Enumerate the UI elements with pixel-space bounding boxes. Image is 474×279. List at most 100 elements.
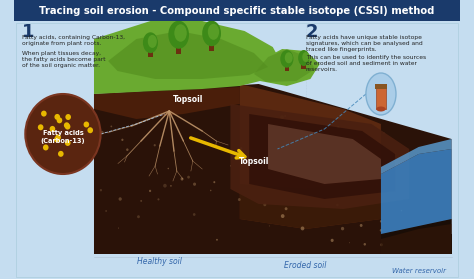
Text: Fatty acids
(Carbon-13): Fatty acids (Carbon-13)	[41, 131, 85, 143]
Polygon shape	[230, 104, 409, 209]
Text: Fatty acids have unique stable isotope
signatures, which can be analysed and
tra: Fatty acids have unique stable isotope s…	[306, 35, 422, 52]
Bar	[14, 0, 460, 21]
Circle shape	[395, 153, 396, 154]
Circle shape	[376, 183, 378, 186]
Circle shape	[345, 175, 347, 177]
Circle shape	[55, 114, 60, 120]
Circle shape	[336, 204, 338, 206]
Text: Topsoil: Topsoil	[173, 95, 203, 104]
Bar	[148, 49, 153, 57]
Polygon shape	[381, 219, 452, 254]
Circle shape	[193, 213, 196, 216]
Circle shape	[310, 133, 313, 136]
Circle shape	[401, 172, 403, 175]
Circle shape	[43, 145, 48, 150]
Ellipse shape	[168, 21, 189, 49]
Circle shape	[301, 227, 304, 230]
Circle shape	[110, 126, 112, 127]
Circle shape	[269, 225, 270, 227]
Circle shape	[283, 145, 287, 149]
Polygon shape	[94, 234, 452, 254]
Bar	[375, 84, 387, 89]
Circle shape	[140, 200, 142, 202]
Circle shape	[331, 239, 334, 242]
Circle shape	[83, 121, 89, 128]
Polygon shape	[381, 139, 452, 174]
Ellipse shape	[208, 24, 219, 40]
Circle shape	[154, 144, 156, 146]
Text: Topsoil: Topsoil	[239, 157, 269, 165]
Ellipse shape	[285, 52, 293, 63]
Circle shape	[380, 229, 382, 232]
Circle shape	[346, 148, 347, 149]
Bar	[376, 87, 386, 109]
Circle shape	[265, 162, 268, 166]
Circle shape	[295, 175, 297, 177]
Circle shape	[306, 183, 307, 184]
Circle shape	[187, 176, 190, 179]
Circle shape	[64, 122, 70, 128]
Ellipse shape	[202, 21, 221, 46]
Ellipse shape	[148, 35, 157, 48]
Circle shape	[284, 115, 286, 117]
Circle shape	[230, 165, 231, 167]
Circle shape	[65, 124, 71, 130]
Circle shape	[126, 148, 128, 151]
Polygon shape	[381, 149, 452, 234]
Polygon shape	[240, 179, 381, 229]
Text: Water reservoir: Water reservoir	[392, 268, 446, 274]
Circle shape	[280, 115, 284, 119]
Ellipse shape	[143, 32, 158, 53]
Circle shape	[65, 140, 71, 146]
Bar	[176, 46, 181, 54]
Bar	[209, 43, 214, 51]
Circle shape	[163, 184, 167, 187]
Polygon shape	[94, 84, 452, 254]
Circle shape	[341, 227, 344, 230]
Polygon shape	[254, 49, 315, 82]
Circle shape	[380, 243, 383, 246]
Circle shape	[181, 177, 183, 181]
Bar	[284, 63, 289, 71]
Circle shape	[65, 114, 71, 120]
Text: Tracing soil erosion - Compound specific stable isotope (CSSI) method: Tracing soil erosion - Compound specific…	[39, 6, 435, 16]
Circle shape	[364, 243, 366, 246]
Polygon shape	[108, 31, 268, 79]
Circle shape	[263, 203, 266, 206]
Circle shape	[373, 153, 376, 156]
Circle shape	[55, 134, 61, 140]
Circle shape	[105, 210, 107, 212]
Polygon shape	[249, 49, 320, 86]
Circle shape	[349, 242, 350, 243]
Circle shape	[360, 224, 363, 227]
Circle shape	[213, 181, 215, 183]
Polygon shape	[94, 87, 240, 119]
Text: When plant tissues decay,
the fatty acids become part
of the soil organic matter: When plant tissues decay, the fatty acid…	[21, 51, 105, 68]
Text: Fatty acids, containing Carbon-13,
originate from plant roots.: Fatty acids, containing Carbon-13, origi…	[21, 35, 125, 46]
Circle shape	[58, 151, 64, 157]
Circle shape	[384, 194, 386, 197]
Circle shape	[281, 214, 284, 218]
Circle shape	[337, 126, 339, 129]
Ellipse shape	[174, 24, 187, 42]
Circle shape	[38, 124, 44, 130]
Text: Eroded soil: Eroded soil	[284, 261, 327, 271]
Circle shape	[25, 94, 100, 174]
Circle shape	[193, 182, 196, 186]
Polygon shape	[94, 94, 183, 254]
Circle shape	[380, 220, 382, 223]
Polygon shape	[94, 21, 282, 94]
Polygon shape	[249, 114, 395, 199]
Polygon shape	[268, 124, 381, 184]
Circle shape	[285, 207, 288, 210]
Circle shape	[216, 239, 218, 241]
Text: Healthy soil: Healthy soil	[137, 256, 182, 266]
Ellipse shape	[280, 50, 293, 68]
Circle shape	[157, 198, 159, 200]
Polygon shape	[381, 224, 452, 254]
Circle shape	[170, 185, 172, 187]
Circle shape	[383, 133, 384, 134]
Circle shape	[118, 228, 119, 229]
Circle shape	[149, 190, 151, 192]
Circle shape	[401, 210, 402, 211]
